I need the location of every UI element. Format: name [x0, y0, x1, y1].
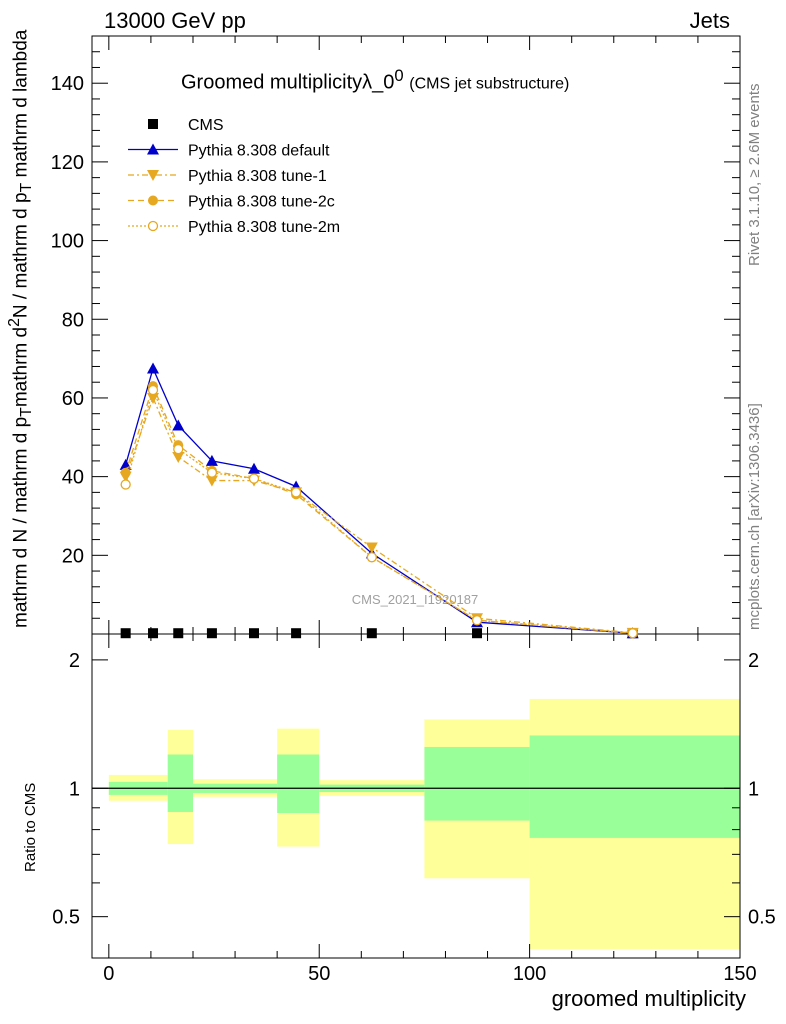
series-line — [125, 396, 633, 634]
legend-label: Pythia 8.308 tune-2c — [188, 194, 335, 211]
data-point — [120, 628, 131, 639]
ratio-band-inner — [424, 746, 530, 821]
plot-title-main: Groomed multiplicityλ_0 — [181, 71, 395, 94]
data-point — [248, 462, 260, 474]
data-point — [627, 628, 638, 639]
ratio-y-tick-label-right: 1 — [748, 778, 759, 800]
ratio-y-tick-label-left: 1 — [69, 778, 80, 800]
ratio-plot-frame — [91, 633, 741, 959]
data-point — [147, 384, 159, 396]
upper-y-tick-label: 60 — [62, 388, 84, 410]
x-axis-label: groomed multiplicity — [551, 986, 746, 1011]
ratio-y-tick-label-right: 0.5 — [748, 907, 776, 929]
data-point — [249, 628, 259, 639]
legend-marker — [148, 195, 158, 206]
legend-label: Pythia 8.308 tune-2m — [188, 219, 340, 236]
data-point — [471, 615, 483, 626]
x-tick-label: 150 — [723, 963, 756, 985]
data-point — [366, 552, 377, 563]
ratio-band-inner — [167, 754, 193, 812]
upper-y-tick-label: 20 — [62, 545, 84, 567]
ratio-band-inner — [529, 735, 740, 838]
data-point — [172, 419, 185, 431]
x-tick-label: 50 — [308, 963, 330, 985]
upper-y-tick-label: 120 — [51, 152, 84, 174]
data-point — [173, 443, 184, 455]
legend-marker — [147, 220, 159, 232]
plot-subtitle: (CMS jet substructure) — [409, 75, 570, 93]
data-point — [248, 473, 260, 484]
legend-marker — [147, 170, 159, 181]
ratio-y-tick-label-left: 2 — [69, 650, 80, 672]
data-point — [205, 454, 218, 466]
data-point — [172, 451, 185, 463]
data-point — [472, 628, 483, 639]
upper-y-tick-label: 140 — [51, 73, 84, 95]
ratio-y-tick-label-left: 0.5 — [52, 907, 80, 929]
upper-y-tick-label: 80 — [62, 309, 84, 331]
data-point — [291, 628, 302, 639]
data-point — [205, 475, 218, 487]
upper-y-tick-label: 40 — [62, 467, 84, 489]
data-point — [147, 362, 160, 374]
legend-label: Pythia 8.308 default — [188, 143, 330, 160]
plot-title-sup: 0 — [394, 66, 404, 85]
ratio-y-tick-label-right: 2 — [748, 650, 759, 672]
legend-label: CMS — [188, 117, 224, 134]
analysis-watermark: CMS_2021_I1920187 — [352, 592, 479, 607]
upper-y-tick-label: 100 — [51, 231, 84, 253]
ratio-band-inner — [277, 754, 320, 814]
legend-marker — [148, 119, 158, 129]
plot-title: Groomed multiplicityλ_00 (CMS jet substr… — [181, 66, 569, 95]
x-tick-label: 100 — [513, 963, 546, 985]
header-process-label: Jets — [689, 8, 730, 33]
x-tick-label: 0 — [103, 963, 114, 985]
data-point — [365, 542, 378, 554]
legend-marker — [147, 143, 159, 155]
header-energy-label: 13000 GeV pp — [104, 8, 246, 33]
data-point — [290, 487, 302, 498]
data-point — [366, 628, 377, 639]
data-point — [120, 479, 131, 490]
data-point — [148, 628, 159, 639]
data-point — [206, 628, 217, 639]
data-point — [206, 467, 218, 478]
legend-label: Pythia 8.308 tune-1 — [188, 168, 327, 185]
data-point — [173, 628, 184, 639]
